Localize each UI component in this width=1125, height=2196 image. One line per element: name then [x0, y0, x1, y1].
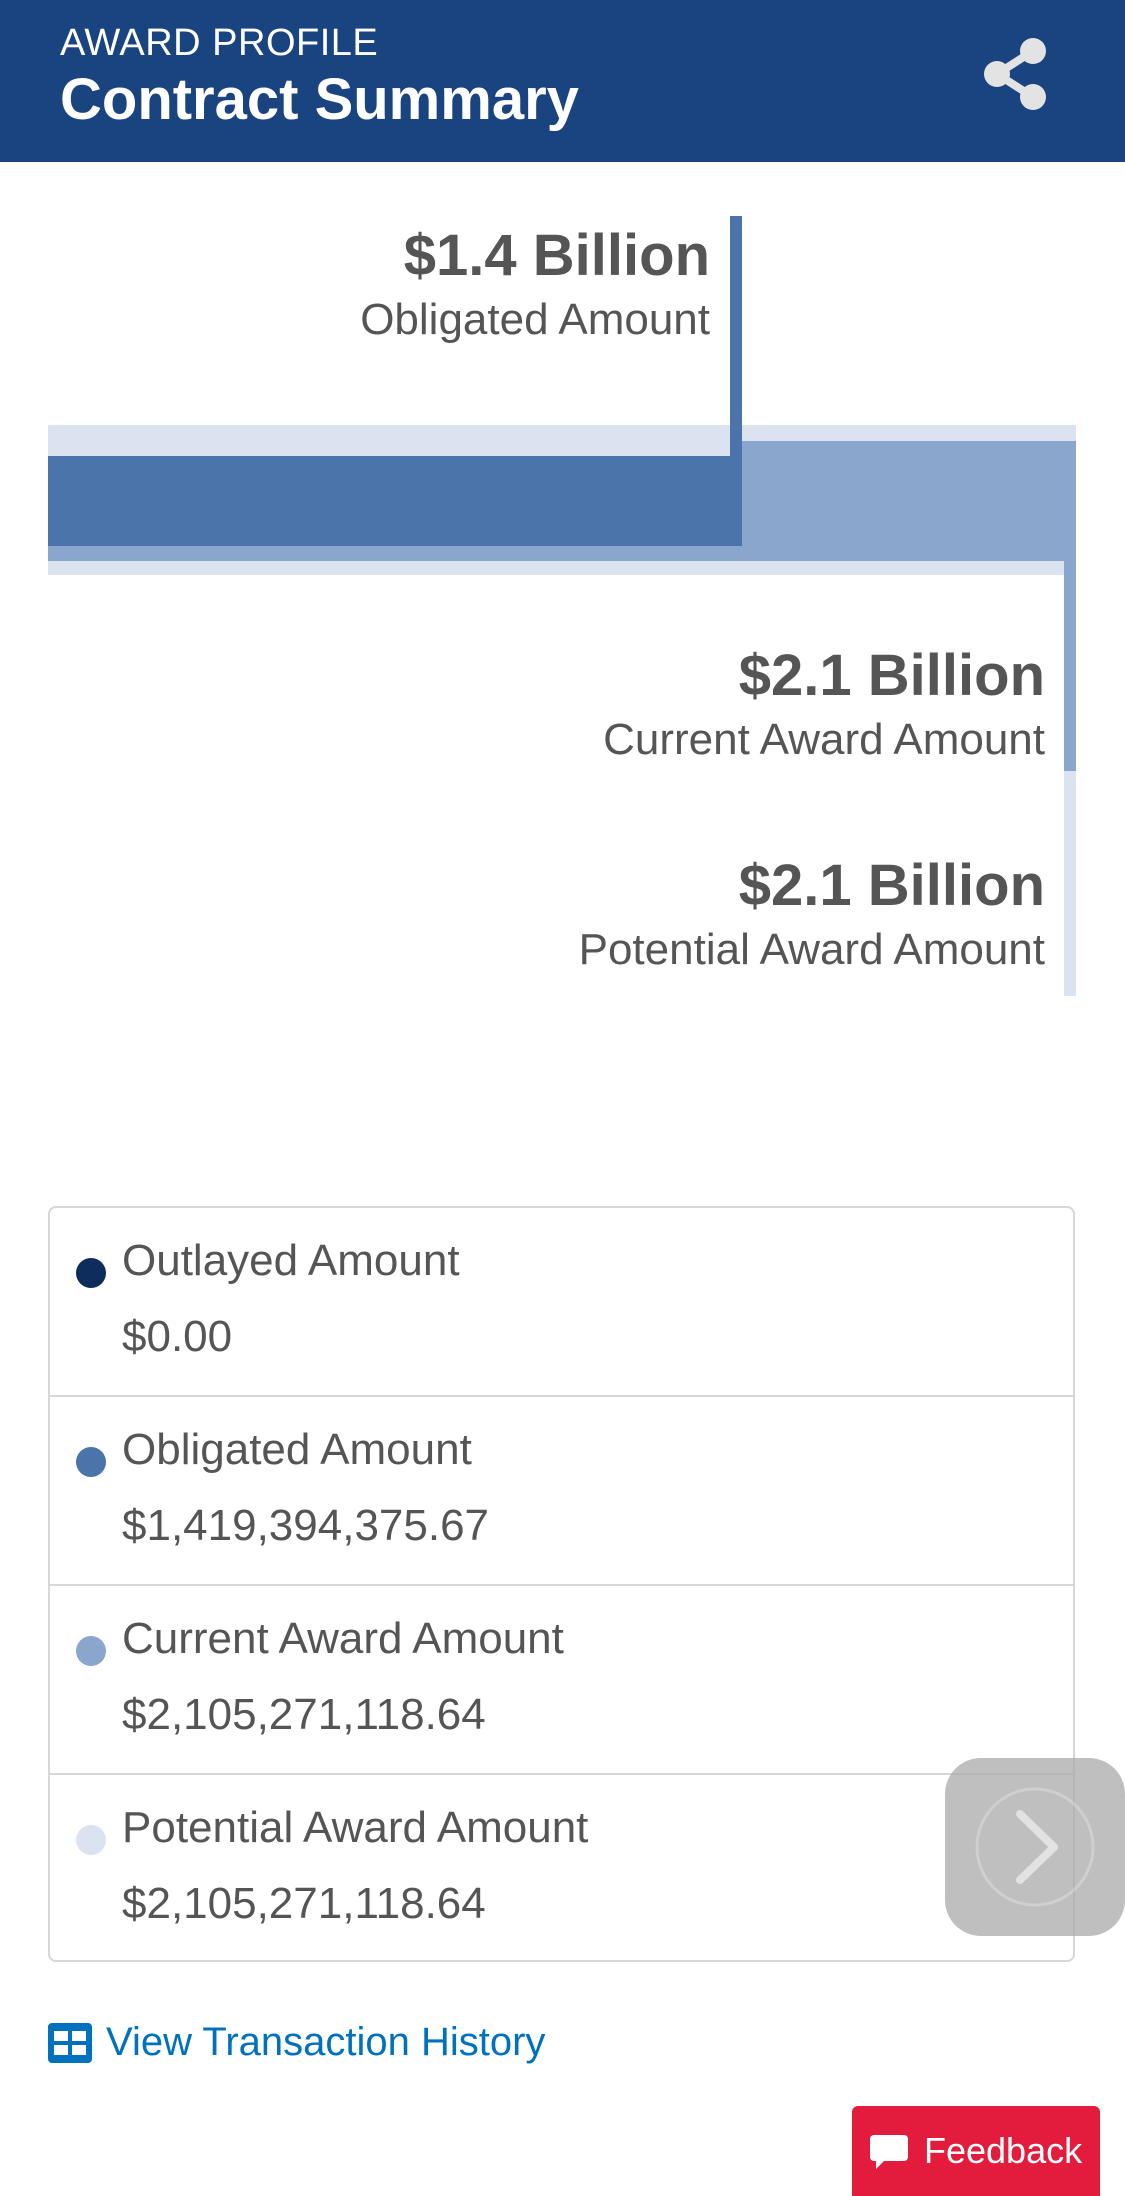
legend-row-current: Current Award Amount $2,105,271,118.64 [50, 1586, 1073, 1775]
obligated-marker-line [730, 216, 742, 456]
legend-value: $2,105,271,118.64 [122, 1690, 486, 1739]
chevron-right-icon [975, 1787, 1095, 1907]
potential-award-label: $2.1 Billion Potential Award Amount [579, 852, 1045, 980]
obligated-bar [48, 456, 742, 546]
obligated-amount-value: $1.4 Billion [403, 223, 710, 288]
legend-row-obligated: Obligated Amount $1,419,394,375.67 [50, 1397, 1073, 1586]
legend-dot [76, 1825, 106, 1855]
potential-award-desc: Potential Award Amount [578, 925, 1045, 974]
view-transaction-history-link[interactable]: View Transaction History [48, 2020, 545, 2065]
legend-dot [76, 1447, 106, 1477]
amounts-legend: Outlayed Amount $0.00 Obligated Amount $… [48, 1206, 1075, 1962]
legend-label: Outlayed Amount [122, 1236, 460, 1285]
current-award-value: $2.1 Billion [738, 643, 1045, 708]
speech-bubble-icon [870, 2135, 908, 2169]
legend-value: $2,105,271,118.64 [122, 1879, 486, 1928]
legend-dot [76, 1258, 106, 1288]
page-title: Contract Summary [60, 67, 579, 132]
legend-label: Current Award Amount [122, 1614, 564, 1663]
obligated-amount-label: $1.4 Billion Obligated Amount [360, 222, 710, 350]
next-button[interactable] [945, 1758, 1125, 1936]
current-award-label: $2.1 Billion Current Award Amount [603, 642, 1045, 770]
legend-value: $1,419,394,375.67 [122, 1501, 490, 1550]
page-header: AWARD PROFILE Contract Summary [0, 0, 1125, 162]
legend-row-potential: Potential Award Amount $2,105,271,118.64 [50, 1775, 1073, 1960]
share-icon [984, 38, 1046, 110]
legend-label: Potential Award Amount [122, 1803, 589, 1852]
feedback-label: Feedback [924, 2130, 1083, 2171]
page-eyebrow: AWARD PROFILE [60, 22, 379, 64]
obligated-amount-desc: Obligated Amount [360, 295, 710, 344]
current-award-marker-line [1064, 561, 1076, 771]
legend-label: Obligated Amount [122, 1425, 472, 1474]
obligated-band [48, 441, 730, 456]
feedback-button[interactable]: Feedback [852, 2106, 1100, 2196]
potential-award-marker-line [1064, 771, 1076, 996]
view-transaction-history-label: View Transaction History [106, 2020, 546, 2064]
table-icon [48, 2022, 92, 2063]
potential-award-value: $2.1 Billion [738, 853, 1045, 918]
share-button[interactable] [970, 28, 1062, 120]
current-award-desc: Current Award Amount [603, 715, 1045, 764]
legend-row-outlayed: Outlayed Amount $0.00 [50, 1208, 1073, 1397]
legend-value: $0.00 [122, 1312, 233, 1361]
legend-dot [76, 1636, 106, 1666]
